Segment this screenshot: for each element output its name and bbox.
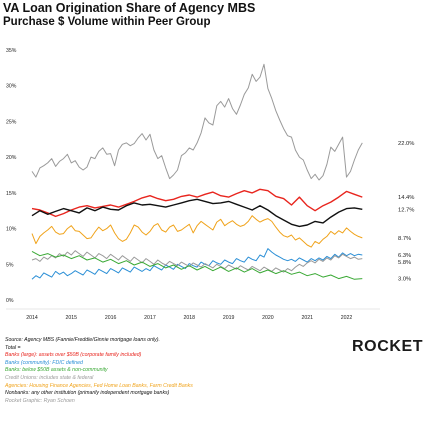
chart-title: VA Loan Origination Share of Agency MBS: [3, 1, 256, 15]
end-label: 6.3%: [398, 253, 411, 259]
note-line: Nonbanks: any other institution (primari…: [5, 390, 170, 397]
note-line: Banks: below $50B assets & non-community: [5, 367, 108, 374]
end-label: 12.7%: [398, 207, 414, 213]
end-label: 14.4%: [398, 195, 414, 201]
end-labels: 22.0% 14.4% 12.7% 8.7% 6.3%5.8% 3.0%: [398, 141, 414, 283]
note-line: Banks (large): assets over $50B (corpora…: [5, 352, 142, 359]
source-notes: Source: Agency MBS (Fannie/Freddie/Ginni…: [5, 337, 305, 405]
series-lines: [31, 63, 363, 280]
series-line-5: [31, 250, 363, 273]
series-line-2: [31, 198, 363, 228]
series-line-3: [31, 215, 363, 248]
x-tick-label: 2022: [341, 315, 353, 321]
y-tick-label: 25%: [6, 119, 17, 125]
series-line-6: [31, 250, 363, 280]
x-tick-label: 2019: [223, 315, 235, 321]
note-line: Source: Agency MBS (Fannie/Freddie/Ginni…: [5, 337, 160, 343]
note-line: Banks (community): FDIC defined: [5, 359, 83, 366]
note-line: Rocket Graphic: Ryan Schoen: [5, 397, 75, 404]
x-tick-label: 2018: [183, 315, 195, 321]
y-tick-label: 0%: [6, 298, 14, 304]
note-line: Agencies: Housing Finance Agencies, Fed …: [5, 382, 193, 389]
y-tick-label: 10%: [6, 227, 17, 233]
y-tick-label: 5%: [6, 262, 14, 268]
x-tick-label: 2017: [144, 315, 156, 321]
rocket-logo: ROCKET: [352, 338, 424, 355]
y-axis: 35% 30% 25% 20% 15% 10% 5% 0%: [6, 48, 17, 304]
series-line-4: [31, 248, 363, 280]
y-tick-label: 20%: [6, 155, 17, 161]
series-line-0: [31, 63, 363, 181]
x-tick-label: 2020: [262, 315, 274, 321]
chart-subtitle: Purchase $ Volume within Peer Group: [3, 16, 211, 28]
end-label: 5.8%: [398, 260, 411, 266]
x-tick-label: 2021: [301, 315, 313, 321]
end-label: 8.7%: [398, 236, 411, 242]
note-line: Credit Unions: includes state & federal: [5, 374, 94, 381]
x-axis: 2014 2015 2016 2017 2018 2019 2020 2021 2022: [26, 315, 352, 321]
x-tick-label: 2015: [66, 315, 78, 321]
x-tick-label: 2014: [26, 315, 38, 321]
y-tick-label: 30%: [6, 84, 17, 90]
y-tick-label: 15%: [6, 191, 17, 197]
end-label: 3.0%: [398, 277, 411, 283]
series-line-1: [31, 188, 363, 218]
y-tick-label: 35%: [6, 48, 17, 54]
note-line: Total =: [5, 344, 21, 351]
end-label: 22.0%: [398, 141, 414, 147]
x-tick-label: 2016: [105, 315, 117, 321]
